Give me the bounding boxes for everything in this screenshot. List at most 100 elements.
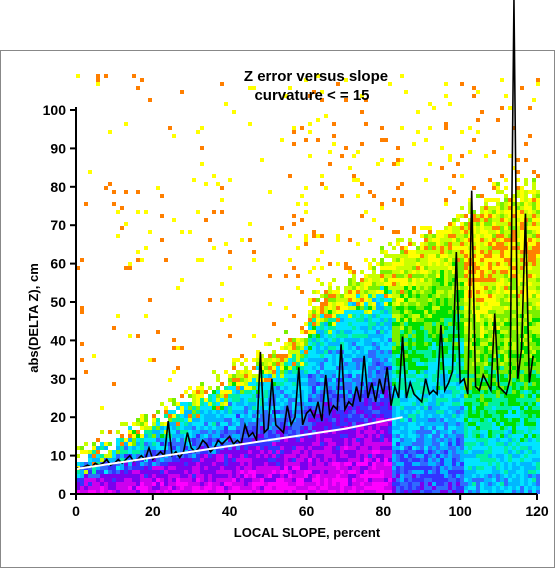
density-cell — [448, 246, 452, 250]
density-cell — [332, 430, 336, 434]
density-cell — [340, 418, 344, 422]
density-cell — [404, 354, 408, 358]
density-cell — [304, 422, 308, 426]
density-cell — [156, 422, 160, 426]
density-cell — [360, 298, 364, 302]
density-cell — [416, 254, 420, 258]
density-cell — [356, 334, 360, 338]
density-cell — [320, 442, 324, 446]
density-cell — [328, 282, 332, 286]
density-cell — [448, 102, 452, 106]
density-cell — [396, 362, 400, 366]
density-cell — [460, 318, 464, 322]
density-cell — [332, 306, 336, 310]
density-cell — [468, 482, 472, 486]
density-cell — [184, 418, 188, 422]
density-cell — [436, 394, 440, 398]
density-cell — [512, 434, 516, 438]
density-cell — [388, 482, 392, 486]
density-cell — [428, 366, 432, 370]
density-cell — [360, 402, 364, 406]
density-cell — [456, 450, 460, 454]
density-cell — [408, 338, 412, 342]
density-cell — [388, 462, 392, 466]
density-cell — [376, 358, 380, 362]
density-cell — [360, 390, 364, 394]
density-cell — [280, 226, 284, 230]
density-cell — [428, 330, 432, 334]
density-cell — [512, 250, 516, 254]
density-cell — [300, 350, 304, 354]
density-cell — [300, 458, 304, 462]
density-cell — [480, 438, 484, 442]
density-cell — [304, 466, 308, 470]
density-cell — [172, 490, 176, 494]
density-cell — [448, 446, 452, 450]
density-cell — [376, 478, 380, 482]
density-cell — [328, 346, 332, 350]
density-cell — [140, 474, 144, 478]
density-cell — [352, 418, 356, 422]
density-cell — [248, 382, 252, 386]
density-cell — [504, 330, 508, 334]
density-cell — [296, 246, 300, 250]
density-cell — [460, 286, 464, 290]
density-cell — [508, 486, 512, 490]
density-cell — [400, 302, 404, 306]
density-cell — [412, 342, 416, 346]
density-cell — [176, 446, 180, 450]
density-cell — [428, 434, 432, 438]
density-cell — [504, 242, 508, 246]
density-cell — [500, 318, 504, 322]
density-cell — [380, 430, 384, 434]
density-cell — [316, 386, 320, 390]
density-cell — [312, 346, 316, 350]
density-cell — [424, 450, 428, 454]
density-cell — [388, 330, 392, 334]
density-cell — [332, 290, 336, 294]
density-cell — [432, 486, 436, 490]
density-cell — [272, 450, 276, 454]
density-cell — [344, 366, 348, 370]
density-cell — [424, 346, 428, 350]
density-cell — [336, 238, 340, 242]
density-cell — [492, 186, 496, 190]
density-cell — [420, 358, 424, 362]
density-cell — [512, 490, 516, 494]
density-cell — [424, 470, 428, 474]
density-cell — [180, 418, 184, 422]
density-cell — [384, 398, 388, 402]
density-cell — [456, 406, 460, 410]
density-cell — [344, 462, 348, 466]
density-cell — [224, 430, 228, 434]
density-cell — [476, 414, 480, 418]
density-cell — [236, 406, 240, 410]
density-cell — [232, 402, 236, 406]
density-cell — [392, 446, 396, 450]
density-cell — [404, 306, 408, 310]
density-cell — [260, 406, 264, 410]
density-cell — [504, 198, 508, 202]
density-cell — [236, 418, 240, 422]
density-cell — [364, 286, 368, 290]
density-cell — [344, 374, 348, 378]
density-cell — [412, 382, 416, 386]
density-cell — [108, 182, 112, 186]
density-cell — [500, 78, 504, 82]
density-cell — [104, 74, 108, 78]
density-cell — [232, 426, 236, 430]
density-cell — [216, 378, 220, 382]
density-cell — [444, 406, 448, 410]
density-cell — [336, 314, 340, 318]
density-cell — [420, 310, 424, 314]
density-cell — [264, 450, 268, 454]
density-cell — [164, 450, 168, 454]
density-cell — [380, 370, 384, 374]
density-cell — [104, 446, 108, 450]
density-cell — [472, 218, 476, 222]
density-cell — [356, 286, 360, 290]
density-cell — [100, 454, 104, 458]
density-cell — [308, 486, 312, 490]
density-cell — [396, 354, 400, 358]
density-cell — [364, 470, 368, 474]
